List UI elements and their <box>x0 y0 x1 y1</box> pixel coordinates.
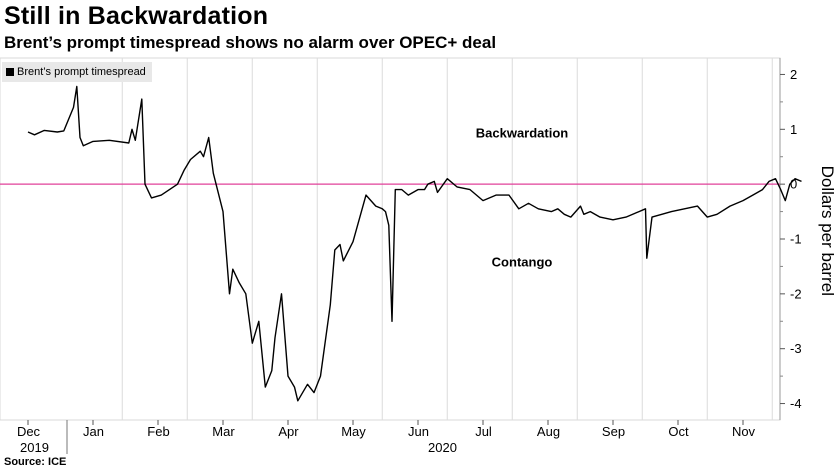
plot-frame <box>0 57 781 421</box>
source-note: Source: ICE <box>4 456 67 468</box>
y-tick-label: -3 <box>790 341 802 356</box>
legend: Brent’s prompt timespread <box>2 62 152 82</box>
x-tick-label: Jul <box>475 424 492 439</box>
y-tick-label: -4 <box>790 396 802 411</box>
y-tick-label: 1 <box>790 122 797 137</box>
x-tick-label: Apr <box>278 424 299 439</box>
y-tick-label: 0 <box>790 177 797 192</box>
x-tick-label: Aug <box>537 424 560 439</box>
x-tick-label: Feb <box>147 424 169 439</box>
x-tick-label: May <box>341 424 366 439</box>
x-tick-label: Oct <box>668 424 689 439</box>
legend-swatch <box>6 68 14 76</box>
x-tick-label: Dec <box>17 424 41 439</box>
year-label: 2019 <box>20 440 49 455</box>
y-tick-label: -2 <box>790 286 802 301</box>
x-tick-label: Sep <box>602 424 625 439</box>
chart-subtitle: Brent’s prompt timespread shows no alarm… <box>4 33 497 52</box>
chart-title: Still in Backwardation <box>4 2 269 30</box>
y-tick-label: 2 <box>790 67 797 82</box>
year-label: 2020 <box>428 440 457 455</box>
x-tick-label: Jan <box>83 424 104 439</box>
annotation-label: Backwardation <box>476 126 569 141</box>
x-tick-label: Nov <box>732 424 756 439</box>
legend-label: Brent’s prompt timespread <box>17 66 146 78</box>
y-tick-label: -1 <box>790 232 802 247</box>
annotation-label: Contango <box>492 254 553 269</box>
series-line <box>27 85 802 402</box>
x-tick-label: Jun <box>408 424 429 439</box>
y-axis-label: Dollars per barrel <box>818 166 837 296</box>
x-tick-label: Mar <box>212 424 235 439</box>
